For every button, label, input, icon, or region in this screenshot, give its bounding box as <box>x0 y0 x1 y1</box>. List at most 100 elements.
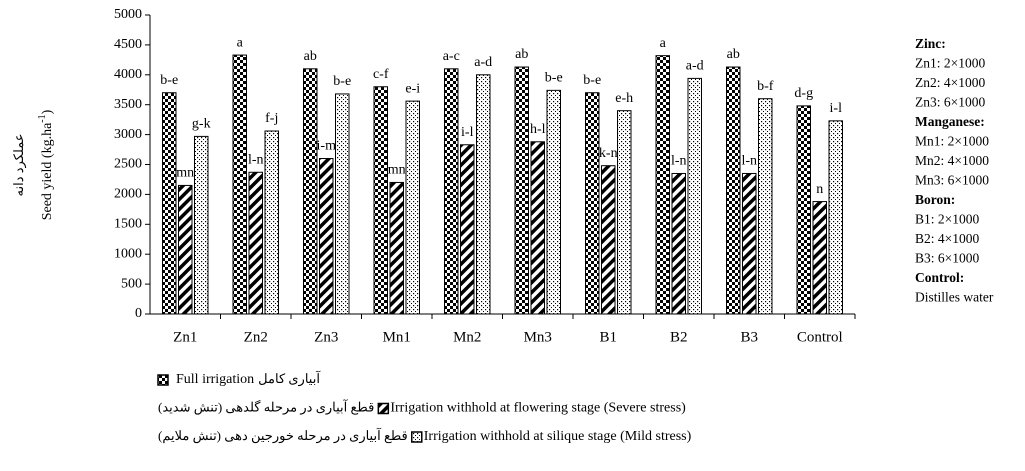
bar-label: ab <box>515 47 528 62</box>
note: Zn2: 4×1000 <box>915 75 985 90</box>
bar <box>546 89 561 315</box>
bar-label: a <box>237 35 244 50</box>
note: Boron: <box>915 192 955 207</box>
bar-label: e-i <box>405 81 420 96</box>
y-tick-label: 3500 <box>114 97 142 112</box>
bar-label: g-k <box>192 117 211 132</box>
bar-label: ab <box>727 47 740 62</box>
bar-label: i-l <box>830 101 843 116</box>
y-tick-label: 2500 <box>114 157 142 172</box>
note: Zinc: <box>915 36 946 51</box>
note: B1: 2×1000 <box>915 212 979 227</box>
note: Zn3: 6×1000 <box>915 95 985 110</box>
note: Mn2: 4×1000 <box>915 153 989 168</box>
legend-swatch <box>411 431 423 443</box>
legend-label-fa: آبیاری کامل <box>258 370 321 387</box>
bar-label: c-f <box>373 67 389 82</box>
note: B3: 6×1000 <box>915 251 979 266</box>
y-label-sup: -1 <box>37 114 48 122</box>
bar-label: k-n <box>599 146 618 161</box>
bar-label: h-l <box>530 122 546 137</box>
bar <box>444 68 459 315</box>
bar-label: b-e <box>583 73 601 88</box>
bar-label: a <box>660 36 667 51</box>
legend-label-fa: قطع آبیاری در مرحله خورجین دهی (تنش ملای… <box>158 427 408 444</box>
x-tick-label: Zn1 <box>173 329 197 345</box>
bar-label: ab <box>304 49 317 64</box>
bar <box>232 54 247 315</box>
bar-label: l-n <box>671 154 687 169</box>
bar <box>248 171 263 315</box>
legend-swatch <box>377 402 390 415</box>
bar-label: mn <box>176 166 194 181</box>
x-tick-label: Mn3 <box>524 329 552 345</box>
note: Mn1: 2×1000 <box>915 134 989 149</box>
note: B2: 4×1000 <box>915 231 979 246</box>
bar <box>530 141 545 315</box>
x-tick-label: B1 <box>599 329 617 345</box>
bar <box>796 105 811 315</box>
bar <box>194 135 209 315</box>
bar <box>264 130 279 315</box>
bar-label: d-g <box>794 86 813 101</box>
bar-label: a-d <box>686 59 704 74</box>
bar <box>162 92 177 315</box>
bar <box>389 181 404 315</box>
bar-label: i-m <box>317 139 337 154</box>
legend-label-fa: قطع آبیاری در مرحله گلدهی (تنش شدید) <box>158 398 374 415</box>
y-tick-label: 0 <box>135 306 142 321</box>
bar <box>460 144 475 315</box>
y-tick-label: 4500 <box>114 37 142 52</box>
y-tick-label: 1500 <box>114 217 142 232</box>
bar-label: n <box>816 182 823 197</box>
bar-label: b-e <box>160 73 178 88</box>
bar-label: l-n <box>741 154 757 169</box>
bar-label: l-n <box>248 152 264 167</box>
bar <box>617 110 632 315</box>
bar <box>319 158 334 315</box>
bar-label: b-f <box>757 79 774 94</box>
legend-label: Full irrigation <box>176 372 254 387</box>
bar <box>601 165 616 315</box>
bar <box>758 98 773 315</box>
bar <box>655 55 670 315</box>
bar <box>812 201 827 315</box>
y-label: Seed yield (kg.ha-1) <box>37 109 55 220</box>
bar-label: a-d <box>474 55 492 70</box>
note: Manganese: <box>915 114 985 129</box>
bar-label: e-h <box>615 91 633 106</box>
x-tick-label: Zn3 <box>314 329 338 345</box>
y-tick-label: 5000 <box>114 7 142 22</box>
bar-label: i-l <box>461 125 474 140</box>
bar <box>476 74 491 315</box>
x-tick-label: B2 <box>670 329 688 345</box>
y-tick-label: 500 <box>121 276 142 291</box>
bar <box>373 86 388 315</box>
bar <box>585 92 600 315</box>
bar <box>671 172 686 315</box>
legend-label: Irrigation withhold at flowering stage (… <box>390 401 686 416</box>
x-tick-label: Zn2 <box>244 329 268 345</box>
bar <box>303 68 318 315</box>
bar <box>828 120 843 315</box>
bar-label: b-e <box>333 74 351 89</box>
bar <box>687 77 702 315</box>
x-tick-label: B3 <box>740 329 758 345</box>
x-tick-label: Mn2 <box>453 329 481 345</box>
note: Control: <box>915 270 964 285</box>
y-label-fa: عملکرد دانه <box>11 134 27 197</box>
bar <box>514 66 529 315</box>
bar <box>742 172 757 315</box>
x-tick-label: Control <box>797 329 843 345</box>
bar-label: a-c <box>443 49 460 64</box>
y-tick-label: 3000 <box>114 127 142 142</box>
note: Mn3: 6×1000 <box>915 173 989 188</box>
y-tick-label: 2000 <box>114 187 142 202</box>
bar-label: f-j <box>265 111 278 126</box>
bar <box>726 66 741 315</box>
y-tick-label: 4000 <box>114 67 142 82</box>
bar <box>178 184 193 315</box>
legend-swatch <box>157 374 169 386</box>
note: Zn1: 2×1000 <box>915 56 985 71</box>
